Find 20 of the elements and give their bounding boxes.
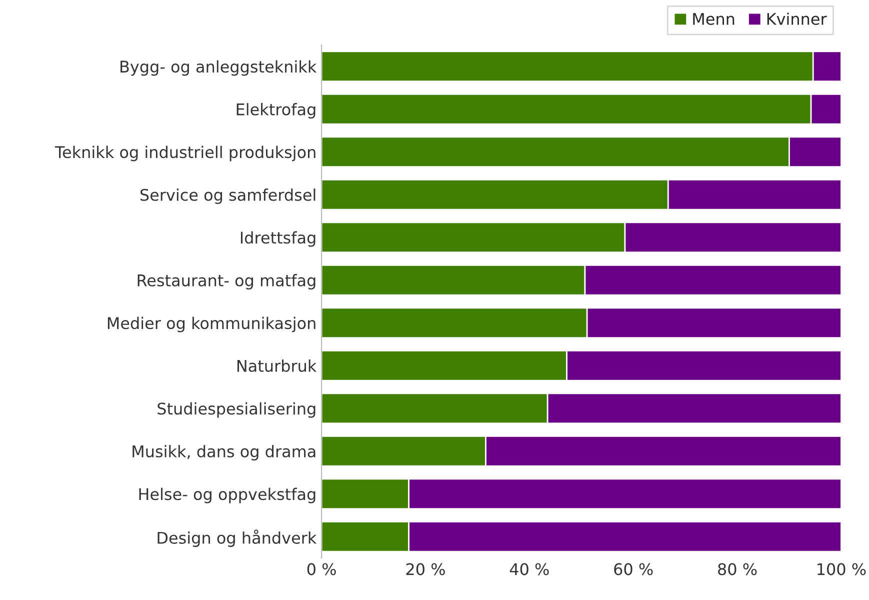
x-tick-label: 80 % bbox=[718, 563, 757, 576]
x-tick-label: 0 % bbox=[307, 563, 336, 576]
x-tick-label: 20 % bbox=[406, 563, 445, 576]
y-tick-label: Medier og kommunikasjon bbox=[108, 316, 316, 332]
x-tick-label: 100 % bbox=[818, 563, 866, 576]
y-tick-label: Studiespesialisering bbox=[158, 402, 316, 418]
y-tick-label: Restaurant- og matfag bbox=[138, 274, 316, 290]
y-tick-label: Design og håndverk bbox=[158, 530, 317, 547]
y-tick-label: Musikk, dans og drama bbox=[132, 445, 316, 461]
y-tick-label: Teknikk og industriell produksjon bbox=[54, 146, 316, 162]
legend-label: Menn bbox=[693, 13, 734, 25]
y-tick-label: Helse- og oppvekstfag bbox=[139, 488, 316, 504]
y-tick-label: Bygg- og anleggsteknikk bbox=[120, 60, 317, 76]
legend-label: Kvinner bbox=[767, 12, 827, 25]
x-tick-label: 40 % bbox=[510, 563, 549, 576]
y-tick-label: Elektrofag bbox=[236, 103, 316, 119]
y-tick-label: Service og samferdsel bbox=[140, 188, 316, 204]
y-tick-label: Idrettsfag bbox=[240, 231, 316, 247]
y-tick-label: Naturbruk bbox=[237, 360, 317, 372]
x-tick-label: 60 % bbox=[614, 563, 653, 576]
